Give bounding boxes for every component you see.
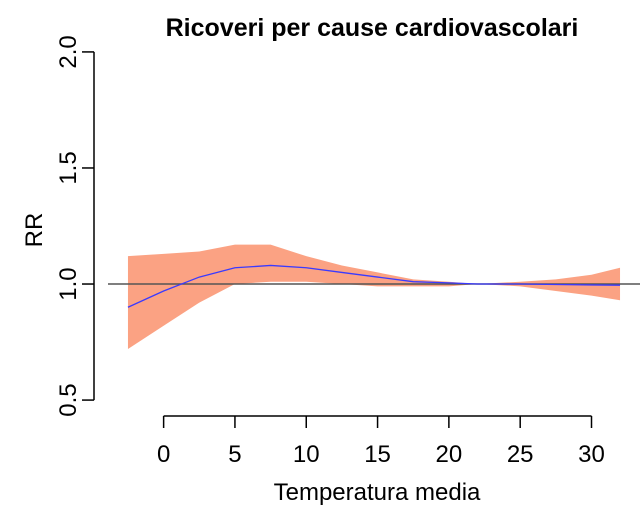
y-tick-label: 0.5 (55, 383, 82, 416)
x-tick-label: 15 (364, 441, 391, 468)
x-tick-label: 30 (578, 441, 605, 468)
x-tick-label: 20 (436, 441, 463, 468)
line (127, 264, 621, 308)
x-tick-label: 10 (293, 441, 320, 468)
y-tick-label: 1.0 (55, 267, 82, 300)
y-tick-label: 1.5 (55, 151, 82, 184)
x-axis-label: Temperatura media (274, 479, 481, 506)
y-axis-label: RR (21, 213, 48, 248)
x-tick-label: 0 (157, 441, 170, 468)
confidence-band (127, 244, 621, 350)
x-tick-label: 5 (228, 441, 241, 468)
y-tick-label: 2.0 (55, 35, 82, 68)
x-tick-label: 25 (507, 441, 534, 468)
chart-title: Ricoveri per cause cardiovascolari (166, 14, 579, 42)
